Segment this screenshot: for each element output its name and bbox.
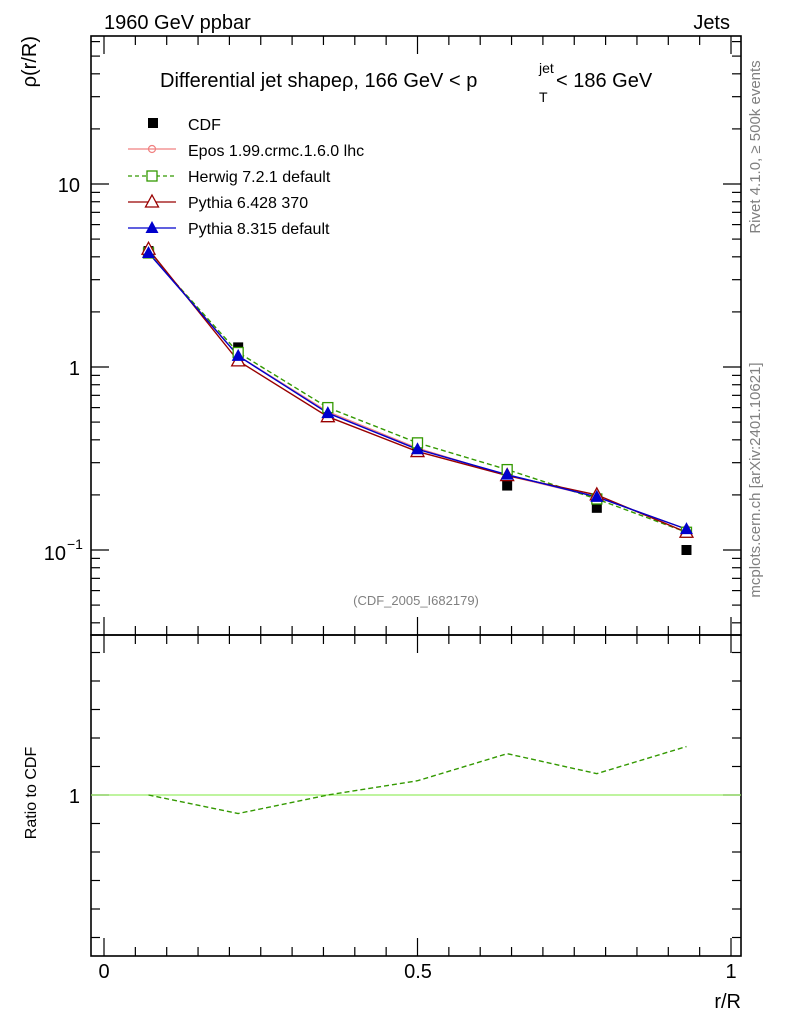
y-tick-label-0p1-exp: −1	[67, 536, 83, 552]
series-point-0	[591, 502, 602, 513]
series-point-4	[590, 489, 604, 502]
series-point-4	[679, 522, 693, 535]
y-tick-label-1: 1	[69, 358, 80, 380]
legend-label-epos: Epos 1.99.crmc.1.6.0 lhc	[188, 143, 364, 160]
chart-title-tail: < 186 GeV	[556, 70, 653, 92]
legend-label-pythia6: Pythia 6.428 370	[188, 195, 308, 212]
x-tick-label-0p5: 0.5	[404, 961, 432, 983]
legend-entry-cdf: CDF	[148, 117, 221, 134]
legend-marker-pythia8	[145, 221, 159, 233]
legend-marker-pythia6	[144, 193, 160, 208]
main-series-marks	[140, 240, 695, 555]
y-tick-label-10: 10	[58, 175, 80, 197]
chart-title: Differential jet shapeρ, 166 GeV < p	[160, 70, 477, 92]
ratio-y-axis-label: Ratio to CDF	[23, 747, 40, 840]
series-point-4	[231, 348, 245, 361]
series-point-0	[502, 480, 513, 491]
legend-marker-epos	[147, 144, 157, 154]
legend-entry-pythia8: Pythia 8.315 default	[128, 221, 330, 238]
legend-entry-herwig: Herwig 7.2.1 default	[128, 169, 331, 186]
legend-label-pythia8: Pythia 8.315 default	[188, 221, 330, 238]
series-point-0	[681, 545, 692, 555]
legend-marker-herwig	[146, 170, 158, 182]
side-label-rivet: Rivet 4.1.0, ≥ 500k events	[747, 60, 764, 233]
legend: CDF Epos 1.99.crmc.1.6.0 lhc Herwig 7.2.…	[128, 117, 364, 238]
series-line-1	[147, 251, 687, 530]
series-point-4	[142, 245, 156, 258]
ratio-series-line-0	[148, 745, 687, 815]
legend-label-cdf: CDF	[188, 117, 221, 134]
y-tick-label-0p1-base: 10	[44, 543, 66, 565]
header-left: 1960 GeV ppbar	[104, 12, 251, 34]
legend-entry-pythia6: Pythia 6.428 370	[128, 193, 308, 212]
series-point-4	[321, 406, 335, 419]
x-tick-label-0: 0	[98, 961, 109, 983]
series-line-4	[147, 252, 687, 530]
ratio-series-marks	[91, 745, 741, 815]
series-line-3	[147, 248, 687, 533]
series-point-4	[500, 467, 514, 480]
chart-title-subscript: T	[539, 89, 548, 105]
x-tick-label-1: 1	[725, 961, 736, 983]
series-point-4	[411, 442, 424, 455]
y-axis-label: ρ(r/R)	[19, 36, 41, 87]
series-line-2	[147, 252, 687, 533]
legend-label-herwig: Herwig 7.2.1 default	[188, 169, 331, 186]
legend-entry-epos: Epos 1.99.crmc.1.6.0 lhc	[128, 143, 364, 160]
x-axis-label: r/R	[714, 991, 741, 1013]
analysis-watermark: (CDF_2005_I682179)	[353, 593, 479, 608]
header-right: Jets	[693, 12, 730, 34]
legend-marker-cdf	[148, 118, 158, 128]
ratio-y-tick-label-1: 1	[69, 786, 80, 808]
chart-title-superscript: jet	[538, 60, 554, 76]
side-label-mcplots: mcplots.cern.ch [arXiv:2401.10621]	[747, 362, 764, 597]
axis-ticks	[91, 36, 741, 956]
